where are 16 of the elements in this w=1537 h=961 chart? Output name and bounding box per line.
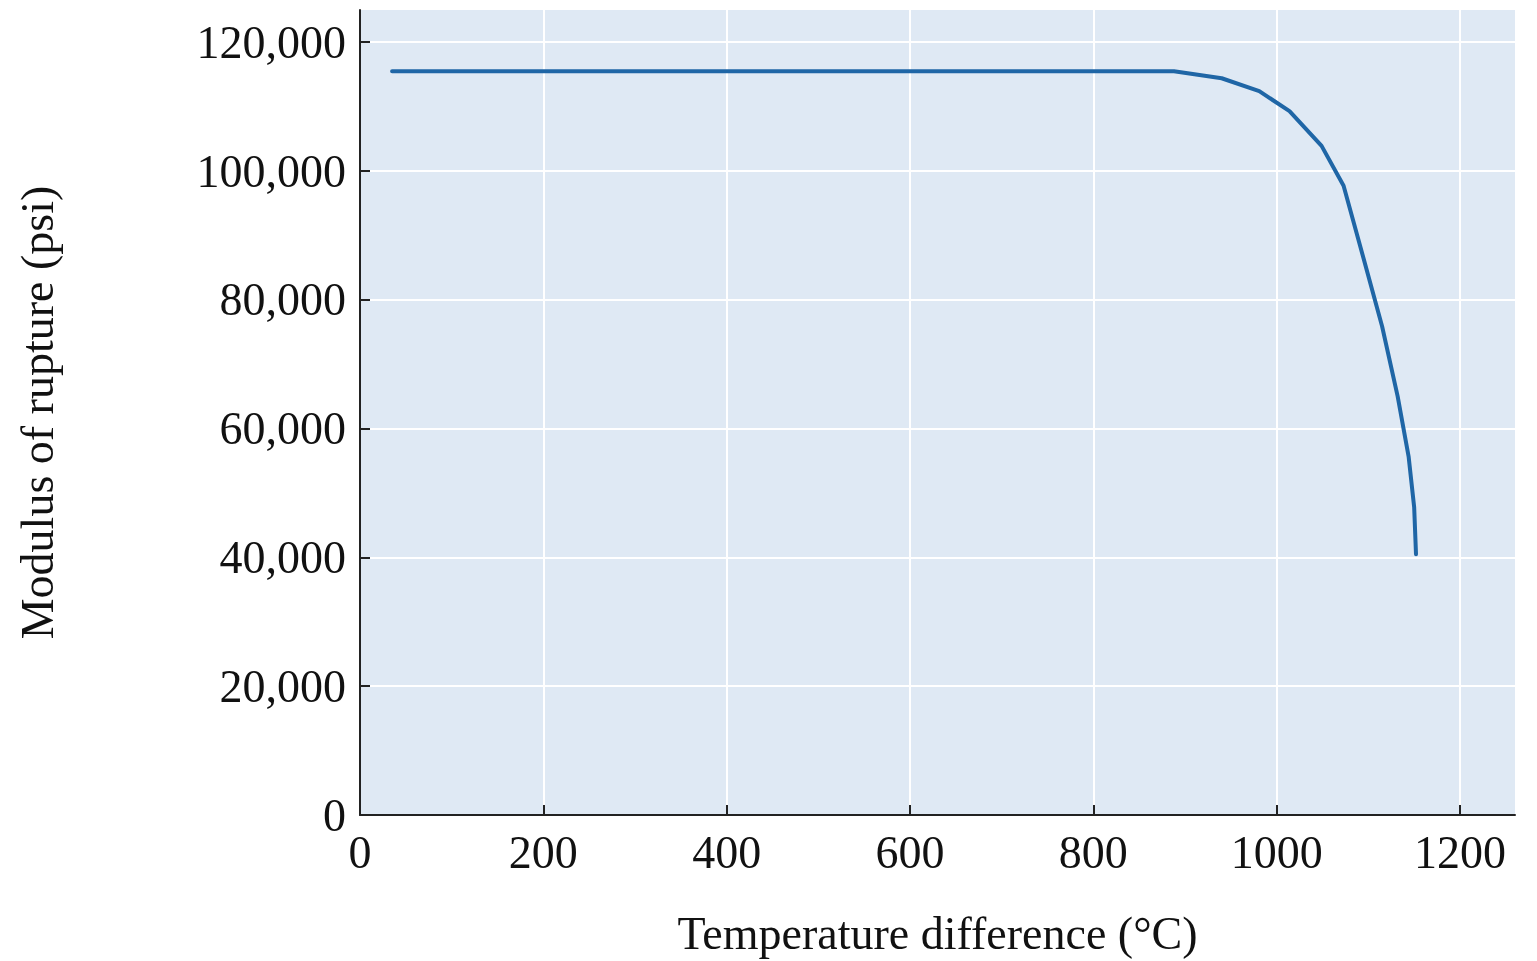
line-series [390, 69, 1418, 557]
y-tick-label: 120,000 [196, 16, 346, 68]
x-tick-label: 400 [692, 826, 762, 878]
y-tick-label: 60,000 [219, 403, 346, 455]
x-tick-label: 200 [508, 826, 578, 878]
y-tick-label: 80,000 [219, 274, 346, 326]
y-tick-label: 40,000 [219, 531, 346, 583]
x-tick-label: 600 [875, 826, 945, 878]
x-tick-label: 1000 [1230, 826, 1323, 878]
y-tick-label: 0 [323, 789, 346, 841]
y-tick-label: 20,000 [219, 660, 346, 712]
y-axis-title: Modulus of rupture (psi) [11, 185, 63, 640]
x-tick-label: 800 [1058, 826, 1128, 878]
x-tick-label: 1200 [1414, 826, 1506, 878]
x-axis-title: Temperature difference (°C) [677, 907, 1198, 959]
y-tick-label: 100,000 [196, 145, 346, 197]
